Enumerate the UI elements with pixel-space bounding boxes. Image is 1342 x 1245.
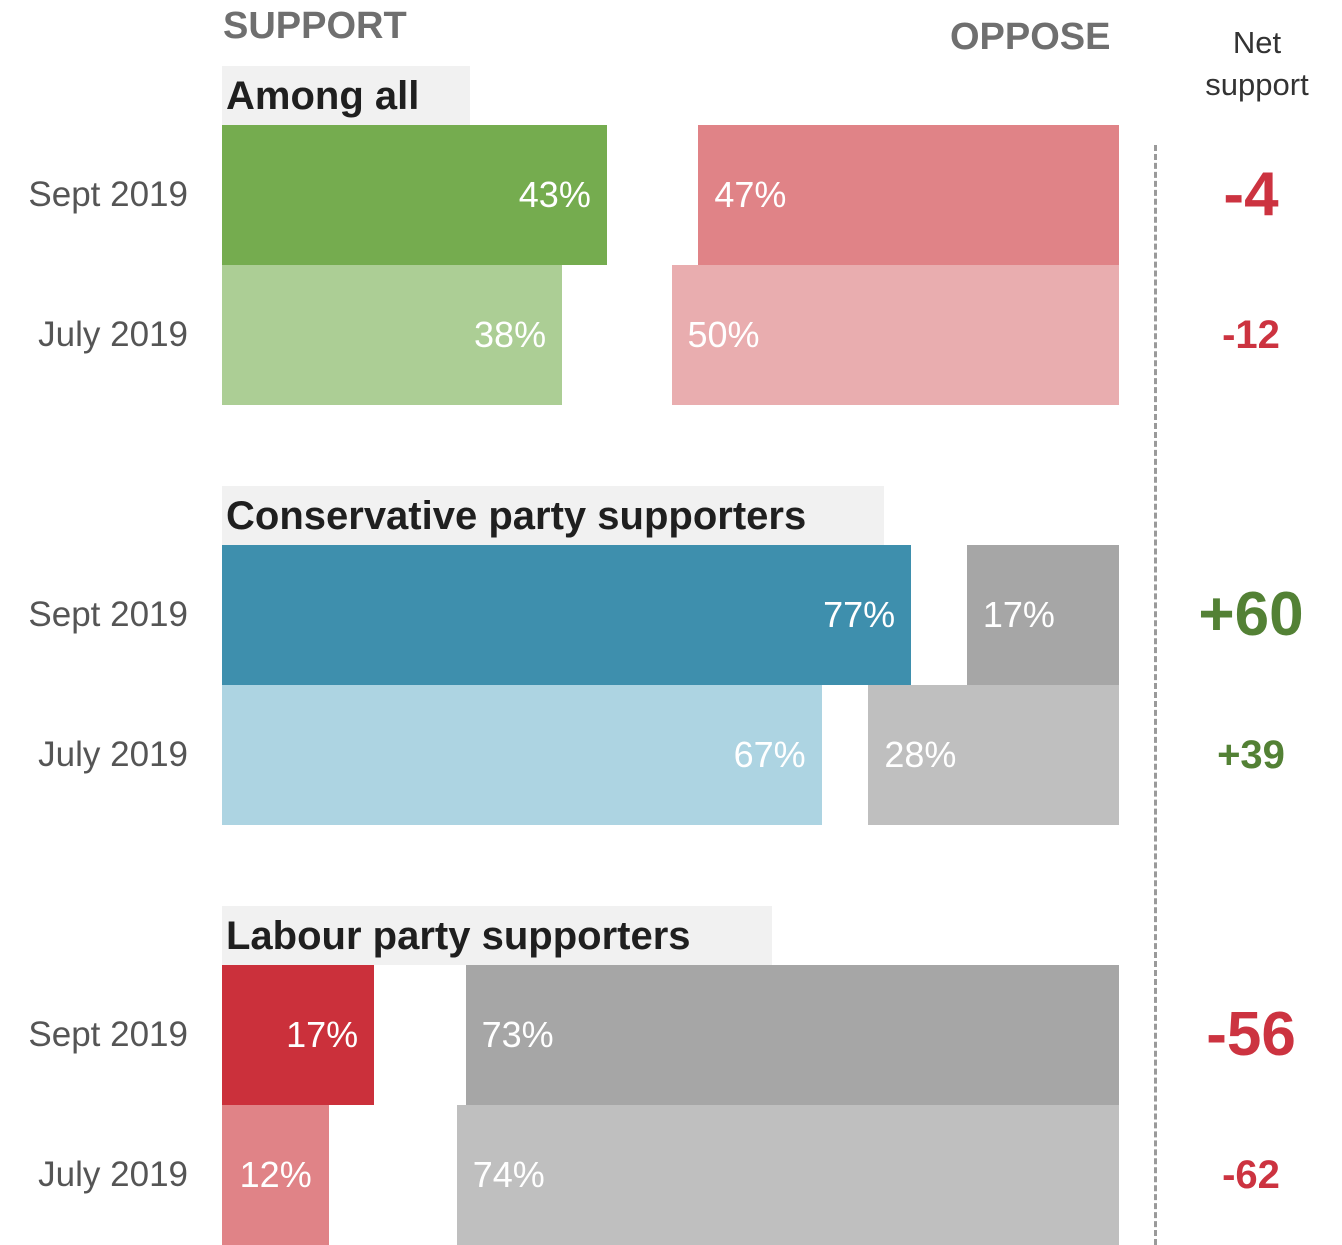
oppose-value-label: 73%: [481, 1014, 554, 1055]
oppose-bar: [698, 125, 1119, 265]
section-header-bg: [222, 486, 884, 545]
section-title-labour-party-supporters: Labour party supporters: [226, 914, 691, 958]
row-label: July 2019: [38, 315, 188, 354]
row-label: Sept 2019: [28, 175, 188, 214]
oppose-value-label: 17%: [982, 594, 1055, 635]
support-value-label: 67%: [733, 734, 806, 775]
support-value-label: 17%: [286, 1014, 359, 1055]
net-support-value: -4: [1223, 160, 1279, 229]
support-bar: [222, 965, 375, 1105]
oppose-value-label: 50%: [687, 314, 760, 355]
section-title-conservative-party-supporters: Conservative party supporters: [226, 494, 807, 538]
net-header-line1: Net: [1232, 25, 1282, 60]
oppose-bar: [465, 965, 1119, 1105]
oppose-value-label: 47%: [714, 174, 787, 215]
section-header-bg: [222, 66, 470, 125]
row-label: Sept 2019: [28, 595, 188, 634]
oppose-value-label: 74%: [472, 1154, 545, 1195]
row-label: Sept 2019: [28, 1015, 188, 1054]
support-bar: [222, 1105, 330, 1245]
support-bar: [222, 125, 607, 265]
support-value-label: 38%: [474, 314, 547, 355]
section-header-bg: [222, 906, 772, 965]
oppose-value-label: 28%: [884, 734, 957, 775]
oppose-bar: [868, 685, 1119, 825]
net-support-value: +39: [1217, 733, 1285, 777]
row-label: July 2019: [38, 735, 188, 774]
net-support-value: -56: [1206, 1000, 1296, 1069]
support-value-label: 12%: [239, 1154, 312, 1195]
support-value-label: 43%: [518, 174, 591, 215]
support-header: SUPPORT: [223, 5, 407, 47]
oppose-bar: [966, 545, 1119, 685]
support-bar: [222, 545, 912, 685]
net-support-value: -62: [1222, 1153, 1280, 1197]
oppose-header: OPPOSE: [950, 16, 1111, 58]
net-support-header: Net support: [1182, 22, 1332, 106]
net-header-line2: support: [1205, 67, 1309, 102]
section-title-among-all: Among all: [226, 74, 420, 118]
support-value-label: 77%: [823, 594, 896, 635]
net-divider: [1154, 145, 1157, 1245]
net-support-value: +60: [1198, 580, 1304, 649]
net-support-value: -12: [1222, 313, 1280, 357]
row-label: July 2019: [38, 1155, 188, 1194]
oppose-bar: [456, 1105, 1119, 1245]
support-bar: [222, 685, 822, 825]
oppose-bar: [671, 265, 1119, 405]
support-bar: [222, 265, 563, 405]
